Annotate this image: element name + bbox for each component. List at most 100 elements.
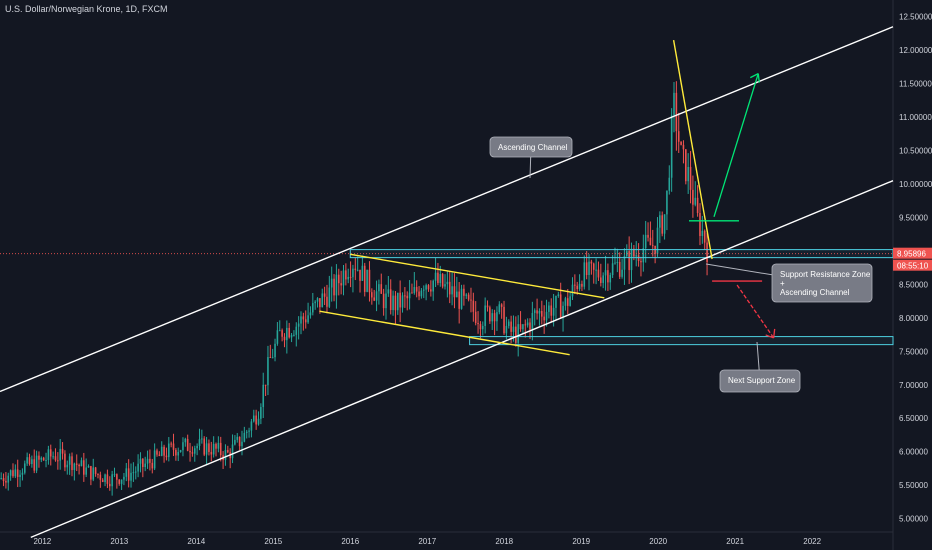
candle-body bbox=[0, 478, 2, 480]
candle-body bbox=[531, 312, 534, 330]
candle-body bbox=[21, 472, 24, 475]
candle-body bbox=[307, 315, 309, 323]
candle-body bbox=[33, 459, 36, 471]
candle-body bbox=[64, 453, 66, 468]
candle-body bbox=[127, 468, 130, 481]
candle-body bbox=[278, 330, 281, 332]
candle-body bbox=[193, 448, 196, 454]
candle-body bbox=[637, 255, 640, 262]
candle-body bbox=[659, 215, 661, 228]
candle-body bbox=[297, 323, 300, 327]
candle-body bbox=[640, 261, 642, 263]
candle-body bbox=[625, 251, 628, 256]
candle-body bbox=[52, 456, 54, 458]
price-tick-label: 11.00000 bbox=[899, 113, 932, 122]
candle-body bbox=[106, 474, 109, 484]
candle-body bbox=[706, 242, 708, 262]
candle-body bbox=[517, 324, 519, 343]
candle-body bbox=[137, 463, 139, 472]
candle-body bbox=[507, 321, 510, 326]
price-axis[interactable]: 12.50000 12.00000 11.50000 11.00000 10.50000… bbox=[893, 13, 932, 524]
candle-body bbox=[597, 269, 600, 278]
candle-body bbox=[692, 189, 694, 205]
candle-body bbox=[446, 281, 449, 285]
time-axis[interactable]: 2012 2013 2014 2015 2016 2017 2018 2019 2020 2021… bbox=[33, 537, 821, 546]
candle-body bbox=[503, 306, 505, 334]
candle-body bbox=[139, 458, 142, 464]
candle-body bbox=[49, 449, 52, 457]
candle-body bbox=[529, 322, 531, 330]
candle-body bbox=[633, 248, 635, 257]
candle-body bbox=[333, 278, 335, 296]
candle-body bbox=[460, 288, 463, 309]
candle-body bbox=[104, 474, 106, 483]
candle-body bbox=[312, 303, 314, 313]
candle-body bbox=[685, 149, 687, 182]
candle-body bbox=[621, 269, 623, 277]
green-arrow-line bbox=[713, 73, 759, 218]
candle-body bbox=[191, 452, 194, 454]
candle-body bbox=[281, 330, 283, 337]
candle-body bbox=[651, 245, 654, 247]
channel-lower-line bbox=[30, 180, 894, 539]
candle-body bbox=[90, 466, 92, 480]
candle-body bbox=[533, 310, 536, 313]
candle-body bbox=[9, 470, 12, 476]
red-arrow-line bbox=[736, 284, 775, 339]
candle-body bbox=[40, 457, 43, 460]
candle-body bbox=[689, 166, 692, 190]
candle-body bbox=[271, 357, 274, 359]
candle-body bbox=[413, 286, 416, 293]
candle-body bbox=[602, 275, 604, 283]
time-tick-label: 2013 bbox=[110, 537, 128, 546]
candle-body bbox=[146, 458, 149, 464]
resistance-zone bbox=[349, 249, 894, 259]
candle-body bbox=[293, 334, 295, 336]
candle-body bbox=[524, 324, 527, 326]
candle-body bbox=[682, 144, 685, 150]
candle-body bbox=[481, 325, 484, 330]
wedge-upper-line bbox=[350, 253, 605, 299]
candle-body bbox=[373, 297, 375, 301]
countdown-badge bbox=[893, 259, 932, 271]
candle-body bbox=[401, 295, 404, 308]
candle-body bbox=[356, 269, 359, 271]
candle-body bbox=[578, 283, 581, 290]
candle-body bbox=[59, 448, 62, 461]
candle-body bbox=[123, 476, 125, 480]
candle-body bbox=[210, 451, 213, 455]
candle-body bbox=[569, 296, 571, 306]
candle-body bbox=[437, 272, 439, 283]
candle-body bbox=[94, 467, 97, 474]
candle-body bbox=[335, 274, 338, 296]
candle-body bbox=[519, 324, 522, 330]
candle-body bbox=[592, 263, 595, 270]
candle-body bbox=[399, 292, 401, 308]
candle-body bbox=[309, 312, 312, 316]
candle-body bbox=[368, 269, 371, 293]
candle-body bbox=[260, 407, 262, 419]
candle-body bbox=[23, 463, 26, 473]
candle-body bbox=[630, 248, 633, 271]
candle-body bbox=[26, 457, 28, 464]
candle-body bbox=[274, 343, 276, 358]
candle-body bbox=[321, 293, 324, 308]
candle-body bbox=[352, 268, 354, 278]
candle-body bbox=[38, 455, 40, 460]
time-tick-label: 2014 bbox=[187, 537, 205, 546]
candle-body bbox=[703, 230, 706, 243]
candle-body bbox=[600, 277, 602, 283]
candle-body bbox=[83, 460, 85, 475]
candle-body bbox=[5, 480, 7, 483]
candle-body bbox=[45, 460, 47, 462]
candle-body bbox=[489, 307, 491, 322]
candle-body bbox=[158, 454, 161, 456]
candle-body bbox=[470, 299, 472, 301]
candle-body bbox=[87, 466, 90, 468]
candle-body bbox=[441, 274, 444, 287]
candle-body bbox=[456, 291, 458, 298]
price-tick-label: 7.50000 bbox=[899, 347, 928, 356]
candle-body bbox=[205, 443, 208, 455]
ascending-channel-callout-text: Ascending Channel bbox=[498, 143, 568, 152]
